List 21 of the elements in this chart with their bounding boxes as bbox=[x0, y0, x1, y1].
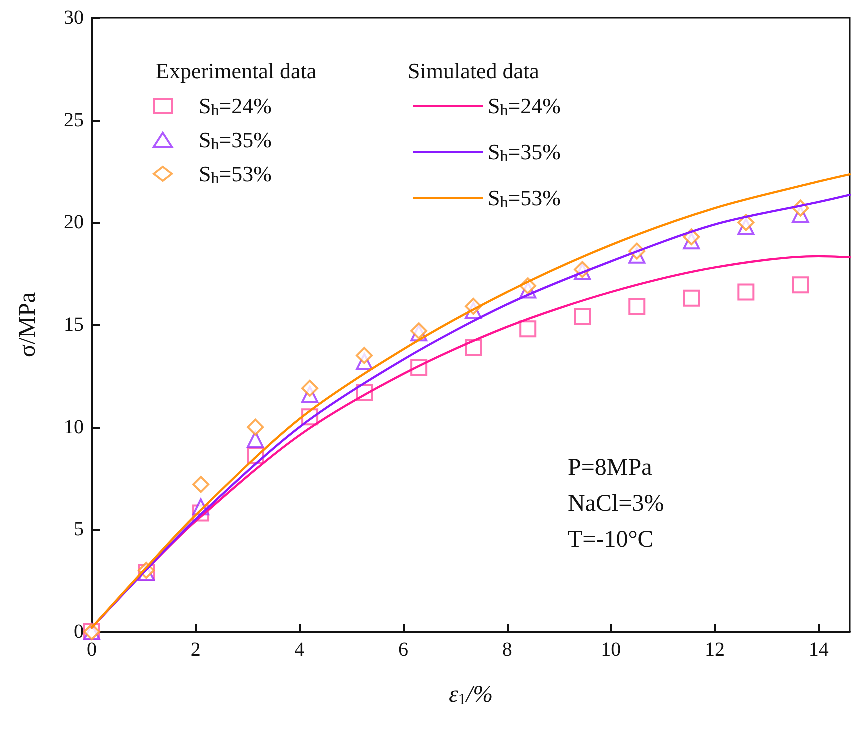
x-tick-label: 4 bbox=[294, 639, 305, 661]
x-tick-label: 8 bbox=[502, 639, 512, 661]
annotation: Simulated data bbox=[408, 58, 540, 84]
y-tick-label: 20 bbox=[64, 212, 84, 234]
x-tick-label: 2 bbox=[190, 639, 201, 661]
x-tick-label: 12 bbox=[705, 639, 726, 661]
y-tick-label: 10 bbox=[64, 416, 84, 438]
annotation: P=8MPa bbox=[568, 455, 653, 481]
y-tick-label: 30 bbox=[64, 7, 84, 29]
annotation: NaCl=3% bbox=[568, 491, 664, 517]
y-tick-label: 15 bbox=[64, 314, 84, 336]
y-tick-label: 25 bbox=[64, 109, 84, 132]
y-tick-label: 0 bbox=[74, 621, 84, 643]
annotation: T=-10°C bbox=[568, 527, 654, 553]
x-tick-label: 10 bbox=[601, 639, 622, 661]
x-axis-title: ε1/% bbox=[448, 682, 494, 708]
y-tick-label: 5 bbox=[74, 518, 84, 541]
y-axis-title: σ/MPa bbox=[15, 292, 41, 358]
annotation: Experimental data bbox=[156, 58, 317, 84]
x-tick-label: 14 bbox=[808, 639, 829, 661]
x-tick-label: 6 bbox=[398, 639, 409, 661]
